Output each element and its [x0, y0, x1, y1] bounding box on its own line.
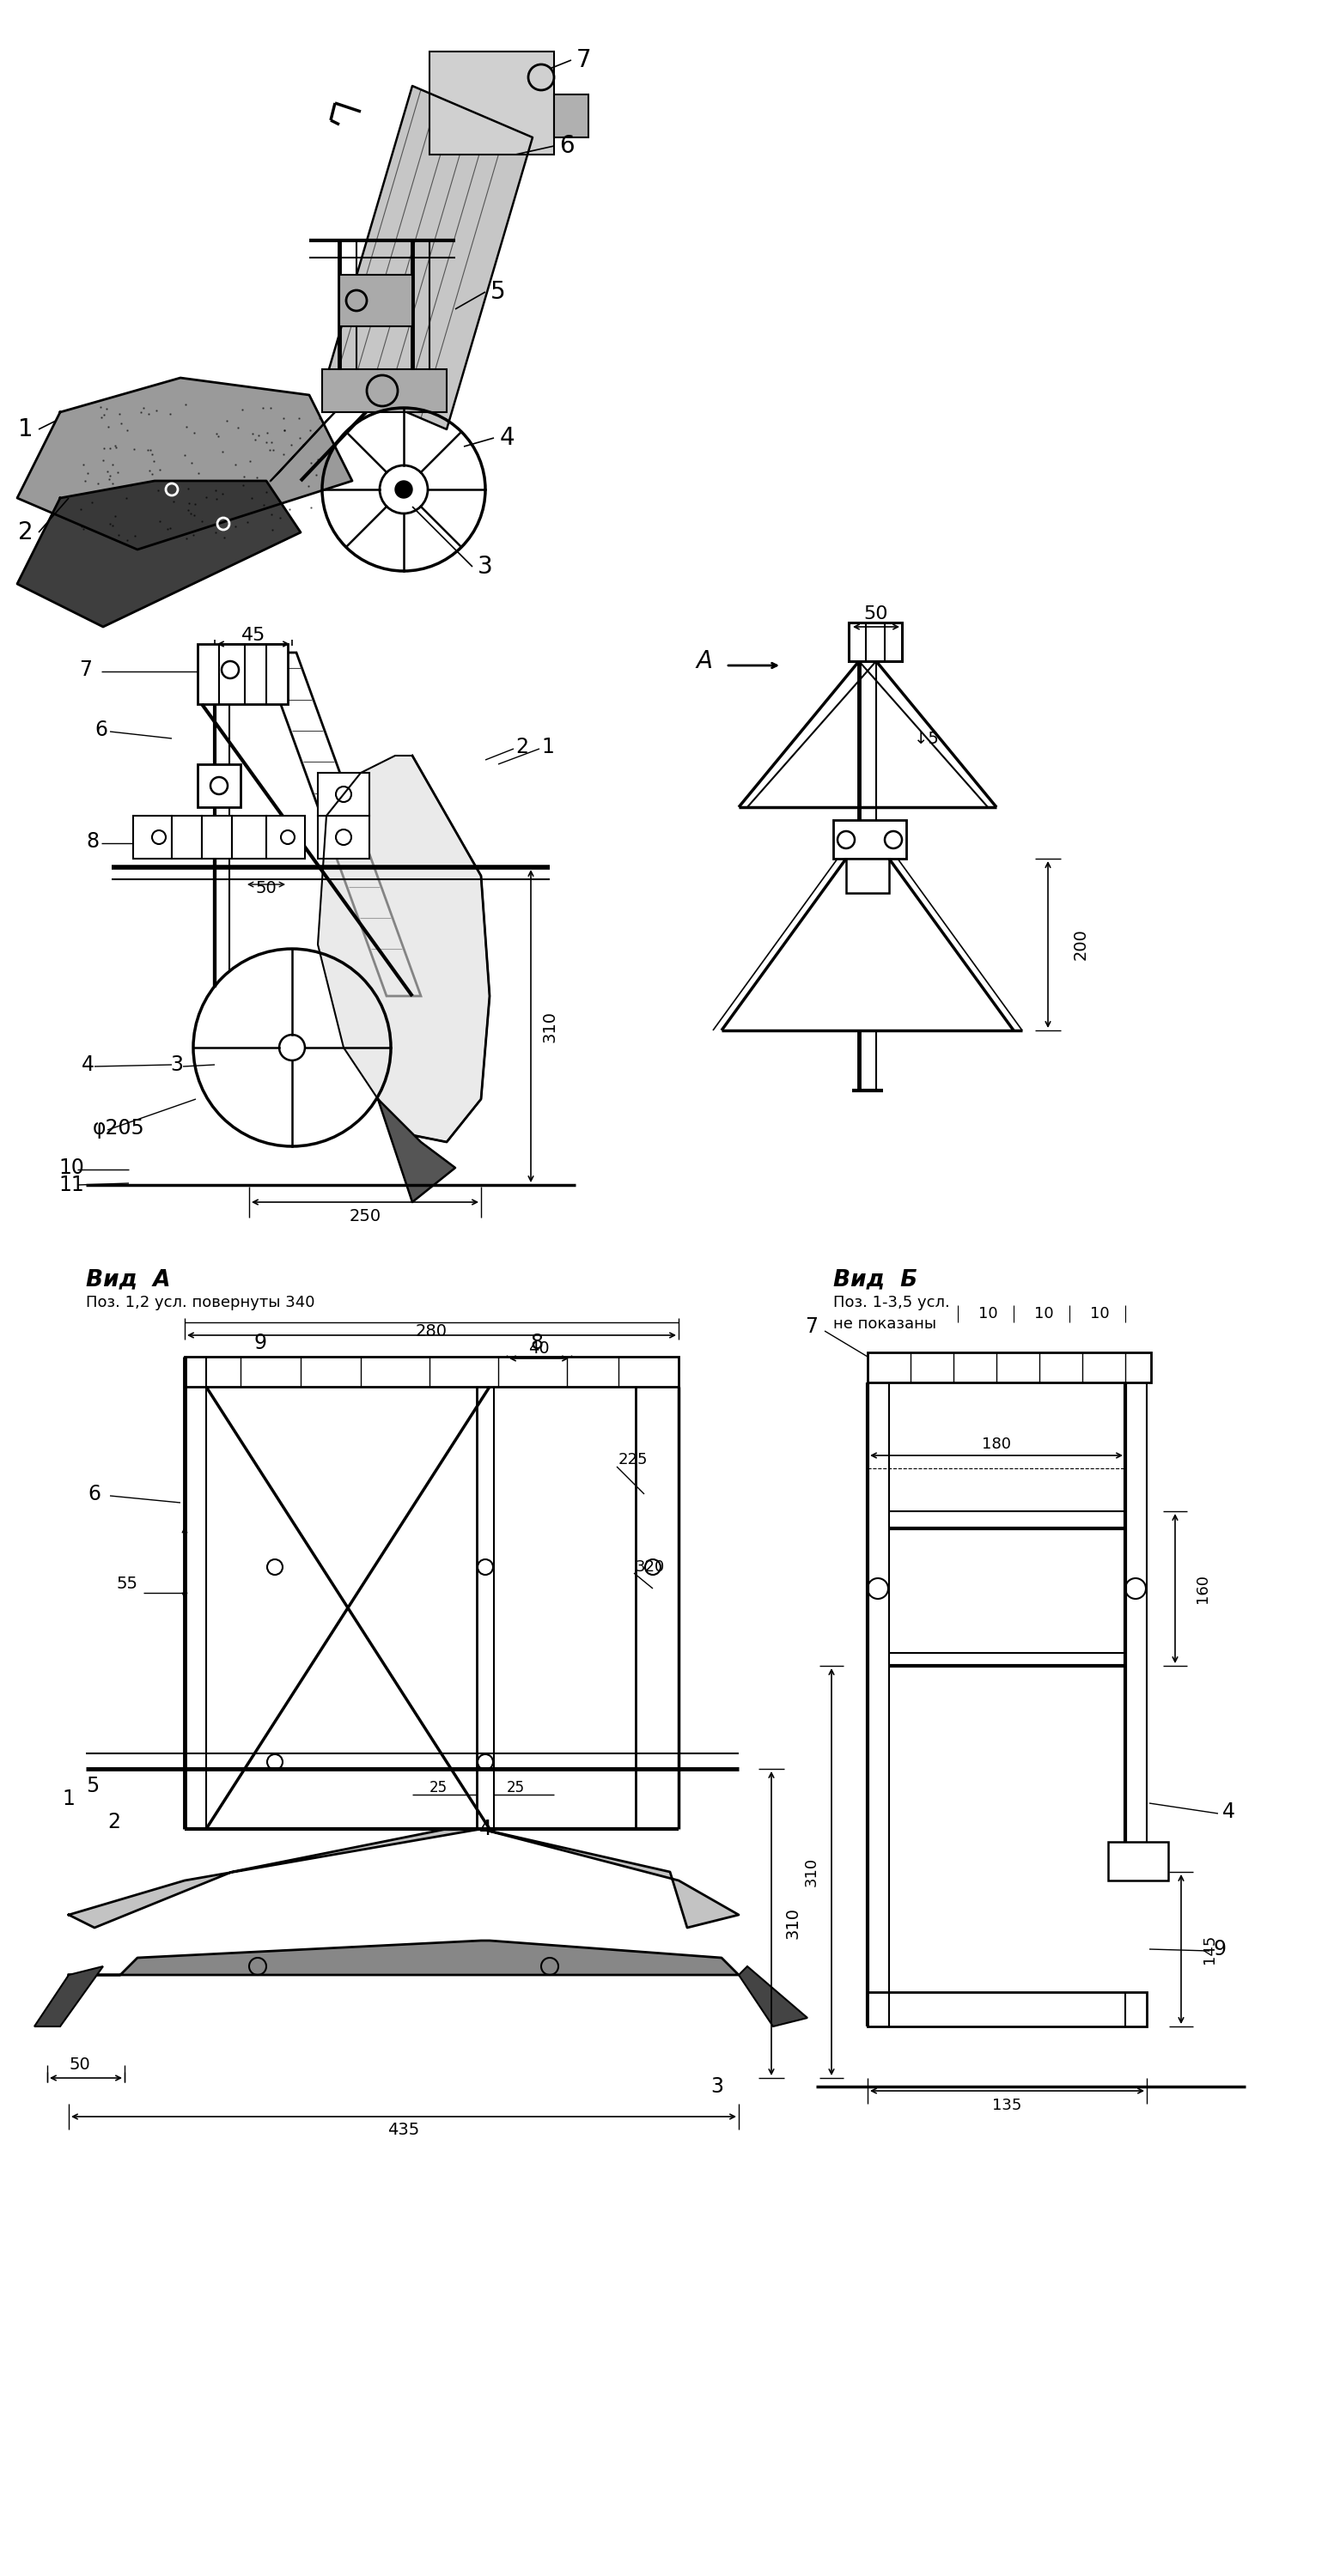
Text: 4: 4	[1222, 1801, 1235, 1821]
Polygon shape	[339, 276, 412, 327]
Polygon shape	[739, 1965, 807, 2027]
Polygon shape	[197, 765, 240, 806]
Text: 10: 10	[59, 1157, 84, 1177]
Text: не показаны: не показаны	[834, 1316, 936, 1332]
Text: 180: 180	[982, 1437, 1011, 1453]
Text: 10: 10	[1034, 1306, 1054, 1321]
Polygon shape	[317, 817, 370, 858]
Polygon shape	[554, 95, 588, 137]
Text: 7: 7	[79, 659, 92, 680]
Text: 160: 160	[1195, 1574, 1210, 1602]
Text: 7: 7	[806, 1316, 818, 1337]
Polygon shape	[172, 817, 201, 858]
Polygon shape	[184, 1358, 679, 1386]
Polygon shape	[1109, 1842, 1169, 1880]
Text: 8: 8	[85, 832, 99, 853]
Text: 45: 45	[241, 626, 265, 644]
Text: 6: 6	[95, 719, 107, 739]
Text: 10: 10	[978, 1306, 998, 1321]
Text: 310: 310	[804, 1857, 819, 1886]
Text: 2: 2	[108, 1811, 120, 1832]
Polygon shape	[261, 652, 422, 997]
Text: 3: 3	[711, 2076, 723, 2097]
Text: 9: 9	[253, 1332, 267, 1352]
Text: 310: 310	[784, 1906, 800, 1940]
Text: 8: 8	[531, 1332, 543, 1352]
Text: 310: 310	[542, 1010, 558, 1041]
Text: 50: 50	[864, 605, 888, 623]
Text: 145: 145	[1202, 1935, 1217, 1963]
Text: 50: 50	[256, 881, 277, 896]
Text: Вид  Б: Вид Б	[834, 1267, 918, 1291]
Text: 9: 9	[1214, 1940, 1226, 1960]
Polygon shape	[317, 755, 490, 1141]
Circle shape	[395, 482, 412, 497]
Text: 5: 5	[85, 1775, 99, 1795]
Text: 135: 135	[992, 2097, 1022, 2112]
Polygon shape	[69, 1940, 739, 1976]
Text: 225: 225	[619, 1453, 648, 1468]
Text: 4: 4	[499, 425, 515, 451]
Text: 4: 4	[81, 1054, 95, 1074]
Text: 10: 10	[1090, 1306, 1109, 1321]
Text: 5: 5	[491, 281, 506, 304]
Polygon shape	[232, 817, 267, 858]
Text: Вид  А: Вид А	[85, 1267, 171, 1291]
Text: 1: 1	[19, 417, 33, 440]
Text: 55: 55	[116, 1577, 137, 1592]
Text: φ205: φ205	[93, 1118, 145, 1139]
Polygon shape	[430, 52, 554, 155]
Text: 435: 435	[388, 2123, 420, 2138]
Text: 40: 40	[528, 1340, 550, 1355]
Text: 1: 1	[63, 1788, 75, 1808]
Text: 320: 320	[635, 1558, 666, 1574]
Text: 1: 1	[542, 737, 554, 757]
Polygon shape	[35, 1965, 103, 2027]
Polygon shape	[271, 412, 335, 482]
Polygon shape	[17, 482, 300, 626]
Polygon shape	[133, 817, 172, 858]
Polygon shape	[867, 1352, 1151, 1383]
Text: 280: 280	[415, 1324, 447, 1340]
Polygon shape	[317, 773, 370, 817]
Polygon shape	[321, 368, 447, 412]
Text: Поз. 1-3,5 усл.: Поз. 1-3,5 усл.	[834, 1296, 950, 1311]
Text: 250: 250	[350, 1208, 382, 1224]
Polygon shape	[201, 817, 232, 858]
Polygon shape	[834, 819, 906, 858]
Text: 6: 6	[559, 134, 575, 157]
Text: A: A	[696, 649, 712, 672]
Text: 25: 25	[507, 1780, 524, 1795]
Text: 11: 11	[59, 1175, 84, 1195]
Polygon shape	[327, 85, 532, 430]
Polygon shape	[378, 1100, 455, 1203]
Text: 7: 7	[576, 49, 592, 72]
Text: 6: 6	[88, 1484, 101, 1504]
Text: 2: 2	[19, 520, 33, 544]
Polygon shape	[867, 1991, 1147, 2027]
Text: 2: 2	[515, 737, 528, 757]
Polygon shape	[848, 623, 902, 662]
Text: 200: 200	[1073, 930, 1089, 961]
Polygon shape	[197, 644, 288, 703]
Text: 3: 3	[169, 1054, 183, 1074]
Text: 25: 25	[430, 1780, 447, 1795]
Polygon shape	[17, 379, 352, 549]
Polygon shape	[267, 817, 305, 858]
Text: 3: 3	[478, 554, 494, 580]
Text: ↓5: ↓5	[914, 732, 938, 747]
Polygon shape	[69, 1829, 482, 1927]
Polygon shape	[846, 858, 888, 894]
Text: Поз. 1,2 усл. повернуты 340: Поз. 1,2 усл. повернуты 340	[85, 1296, 315, 1311]
Polygon shape	[482, 1829, 739, 1927]
Text: 4: 4	[479, 1819, 492, 1839]
Text: 50: 50	[69, 2056, 89, 2074]
